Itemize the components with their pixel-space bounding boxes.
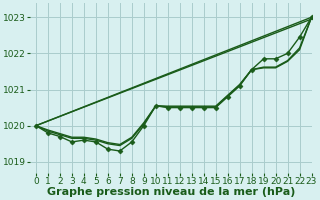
X-axis label: Graphe pression niveau de la mer (hPa): Graphe pression niveau de la mer (hPa)	[46, 187, 295, 197]
